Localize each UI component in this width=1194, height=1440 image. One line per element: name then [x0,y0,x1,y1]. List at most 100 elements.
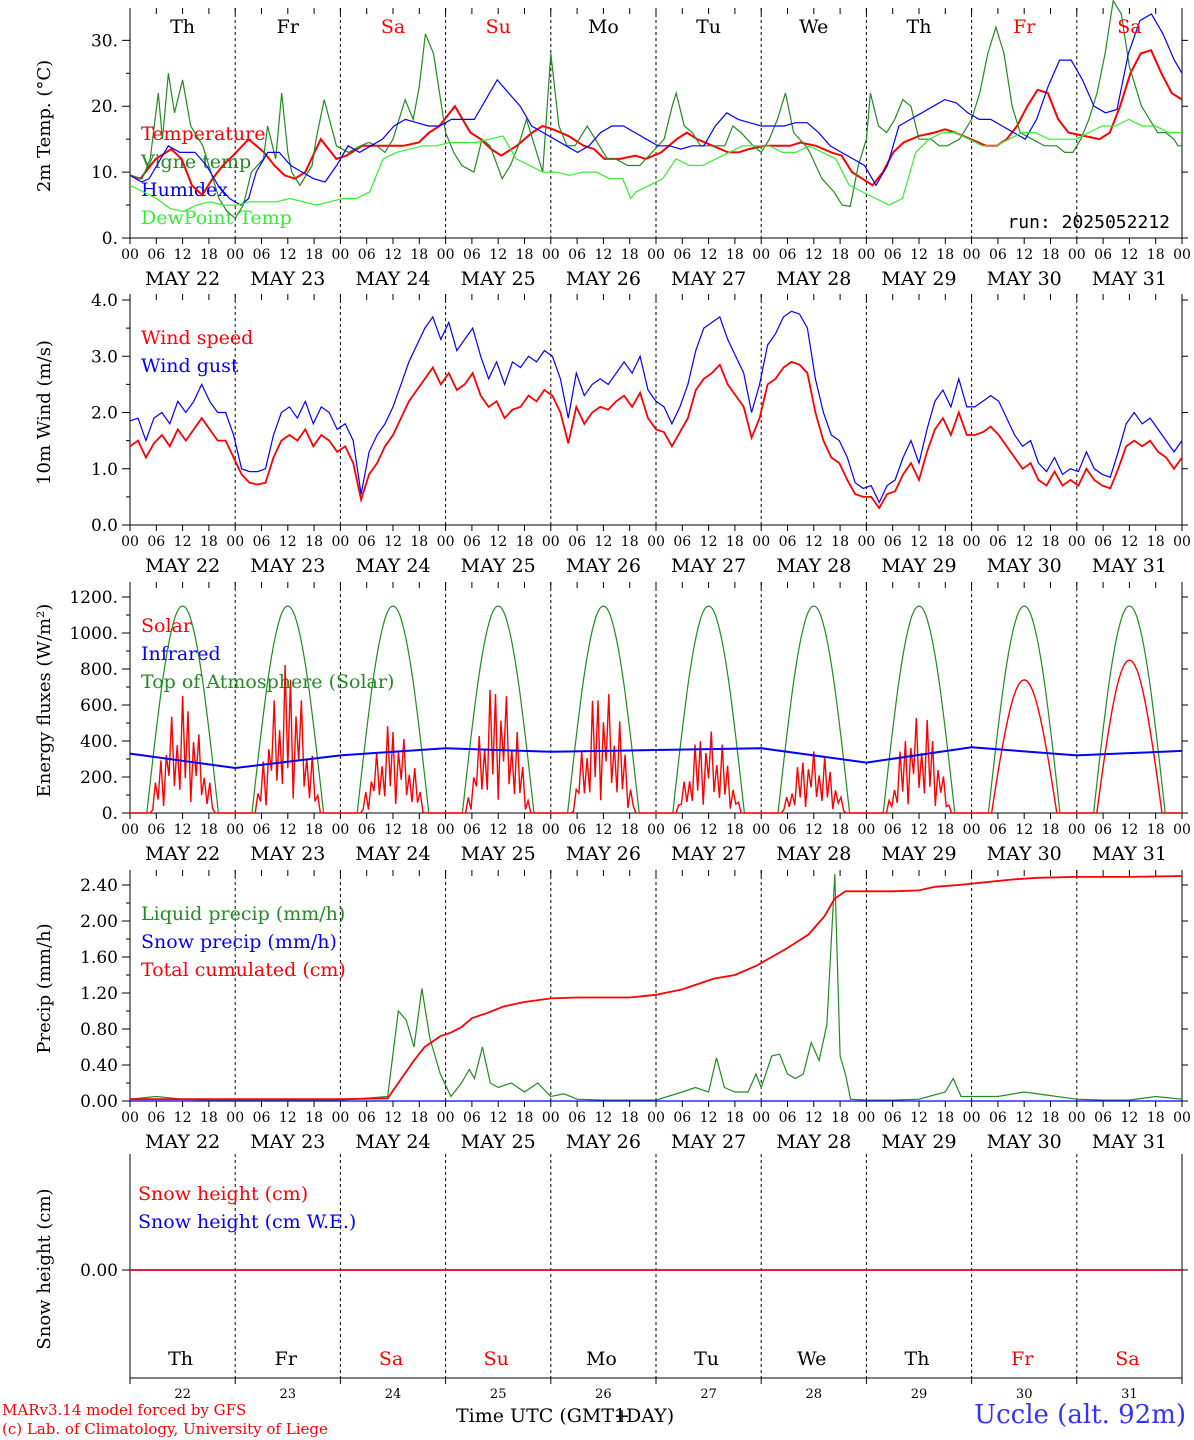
hour-tick-label: 00 [647,534,665,550]
hour-tick-label: 12 [174,1110,192,1126]
hour-tick-label: 12 [1015,822,1033,838]
x-axis-title-overlap: 1DAY) [613,1405,675,1427]
hour-tick-label: 18 [1147,1110,1165,1126]
hour-tick-label: 12 [910,534,928,550]
hour-tick-label: 06 [358,1110,376,1126]
weekday-label-bottom: Th [168,1348,193,1370]
date-label: MAY 29 [881,268,956,290]
hour-tick-label: 18 [1042,1110,1060,1126]
weekday-label-bottom: Sa [379,1348,403,1370]
hour-tick-label: 18 [936,822,954,838]
date-label: MAY 27 [671,268,746,290]
hour-tick-label: 18 [831,534,849,550]
date-label: MAY 31 [1092,1131,1167,1153]
hour-tick-label: 12 [489,534,507,550]
date-label: MAY 27 [671,555,746,577]
hour-tick-label: 18 [200,1110,218,1126]
hour-tick-label: 18 [410,247,428,263]
legend-item: DewPoint Temp [141,207,292,229]
date-label: MAY 26 [566,843,641,865]
date-label: MAY 29 [881,1131,956,1153]
weekday-label-top: Sa [381,16,405,38]
y-tick-label: 1000. [69,624,118,644]
hour-tick-label: 06 [989,247,1007,263]
date-label: MAY 24 [355,1131,430,1153]
weekday-label-bottom: Mo [586,1348,617,1370]
hour-tick-label: 12 [279,1110,297,1126]
date-label: MAY 31 [1092,555,1167,577]
hour-tick-label: 00 [331,1110,349,1126]
hour-tick-label: 12 [174,822,192,838]
hour-tick-label: 18 [200,534,218,550]
hour-tick-label: 00 [121,1110,139,1126]
hour-tick-label: 06 [568,822,586,838]
date-label: MAY 24 [355,843,430,865]
hour-tick-label: 06 [147,247,165,263]
legend-item: Infrared [141,643,221,665]
weekday-label-bottom: Th [905,1348,930,1370]
hour-tick-label: 06 [568,534,586,550]
date-label: MAY 23 [250,1131,325,1153]
hour-tick-label: 00 [331,247,349,263]
y-tick-label: 30. [91,31,118,51]
date-label: MAY 24 [355,268,430,290]
day-number-label: 31 [1121,1387,1138,1402]
x-axis-title-main: Time UTC (GMT+ [456,1405,630,1427]
hour-tick-label: 12 [1120,822,1138,838]
hour-tick-label: 18 [936,1110,954,1126]
y-tick-label: 0.40 [80,1056,118,1076]
y-axis-label: 2m Temp. (°C) [34,60,55,192]
date-label: MAY 23 [250,843,325,865]
hour-tick-label: 06 [884,247,902,263]
hour-tick-label: 06 [253,822,271,838]
hour-tick-label: 12 [384,1110,402,1126]
hour-tick-label: 00 [752,534,770,550]
hour-tick-label: 12 [1015,534,1033,550]
y-tick-label: 0. [102,804,118,824]
hour-tick-label: 00 [752,1110,770,1126]
hour-tick-label: 18 [200,822,218,838]
day-number-label: 30 [1016,1387,1033,1402]
date-label: MAY 29 [881,843,956,865]
hour-tick-label: 12 [174,247,192,263]
hour-tick-label: 18 [936,247,954,263]
hour-tick-label: 06 [358,822,376,838]
hour-tick-label: 00 [542,247,560,263]
date-label: MAY 24 [355,555,430,577]
date-label: MAY 30 [987,843,1062,865]
hour-tick-label: 06 [779,247,797,263]
date-label: MAY 30 [987,1131,1062,1153]
hour-tick-label: 12 [805,534,823,550]
y-tick-label: 2.0 [91,404,118,424]
hour-tick-label: 06 [568,1110,586,1126]
hour-tick-label: 18 [410,534,428,550]
date-label: MAY 22 [145,555,220,577]
hour-tick-label: 12 [594,247,612,263]
hour-tick-label: 18 [1147,247,1165,263]
hour-tick-label: 06 [673,1110,691,1126]
hour-tick-label: 18 [831,822,849,838]
hour-tick-label: 18 [516,1110,534,1126]
date-label: MAY 31 [1092,268,1167,290]
hour-tick-label: 06 [779,534,797,550]
hour-tick-label: 12 [384,247,402,263]
weekday-label-top: Fr [1013,16,1036,38]
hour-tick-label: 00 [857,247,875,263]
hour-tick-label: 06 [673,534,691,550]
weekday-label-bottom: Tu [694,1348,719,1370]
hour-tick-label: 12 [384,822,402,838]
hour-tick-label: 12 [594,1110,612,1126]
hour-tick-label: 00 [1068,1110,1086,1126]
hour-tick-label: 18 [936,534,954,550]
hour-tick-label: 06 [989,1110,1007,1126]
weekday-label-top: Th [170,16,195,38]
hour-tick-label: 00 [1068,247,1086,263]
hour-tick-label: 12 [594,822,612,838]
hour-tick-label: 12 [489,247,507,263]
day-number-label: 29 [911,1387,928,1402]
date-label: MAY 28 [776,268,851,290]
hour-tick-label: 18 [726,247,744,263]
y-tick-label: 0.80 [80,1020,118,1040]
legend-item: Temperature [141,123,265,145]
hour-tick-label: 06 [884,822,902,838]
